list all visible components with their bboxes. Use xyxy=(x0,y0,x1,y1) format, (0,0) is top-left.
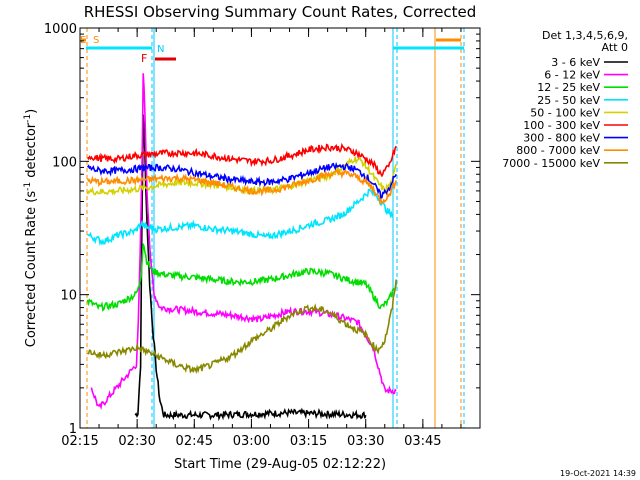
legend-label-3: 25 - 50 keV xyxy=(537,94,600,107)
y-tick-label: 10 xyxy=(60,289,77,304)
x-tick-label: 03:30 xyxy=(347,434,384,449)
legend-label-2: 12 - 25 keV xyxy=(537,81,600,94)
chart-title: RHESSI Observing Summary Count Rates, Co… xyxy=(84,3,477,21)
legend-header-2: Att 0 xyxy=(602,41,628,54)
x-tick-label: 02:15 xyxy=(61,434,98,449)
legend-label-1: 6 - 12 keV xyxy=(544,69,600,82)
x-axis: 02:15 02:30 02:45 03:00 03:15 03:30 03:45 xyxy=(61,28,481,449)
legend-label-8: 7000 - 15000 keV xyxy=(502,157,600,170)
y-label-part-1: Corrected Count Rate (s xyxy=(24,191,39,348)
y-label-sup-1: -1 xyxy=(23,182,33,191)
flag-label-f: F xyxy=(141,52,147,65)
flag-label-n: N xyxy=(157,44,164,55)
legend-label-5: 100 - 300 keV xyxy=(523,119,600,132)
y-tick-label: 100 xyxy=(52,155,77,170)
x-axis-label: Start Time (29-Aug-05 02:12:22) xyxy=(174,457,386,472)
x-tick-label: 02:45 xyxy=(176,434,213,449)
y-tick-label: 1000 xyxy=(44,22,77,37)
y-tick-label: 1 xyxy=(69,422,77,437)
x-tick-label: 03:45 xyxy=(404,434,441,449)
series-line-1 xyxy=(90,73,397,410)
flag-label-s: S xyxy=(93,35,99,46)
legend-label-7: 800 - 7000 keV xyxy=(516,144,600,157)
y-label-part-3: ) xyxy=(24,109,39,114)
y-axis: 1 10 100 1000 xyxy=(44,22,480,437)
series-line-8 xyxy=(87,279,397,375)
y-axis-label: Corrected Count Rate (s-1 detector-1) xyxy=(23,109,39,347)
series-line-3 xyxy=(87,188,394,247)
series-line-5 xyxy=(86,142,397,178)
y-label-sup-2: -1 xyxy=(23,114,33,123)
series-line-0 xyxy=(134,114,367,422)
plot-frame xyxy=(79,27,481,429)
x-tick-label: 03:00 xyxy=(233,434,270,449)
legend-label-4: 50 - 100 keV xyxy=(530,106,600,119)
plot-area: E S N F xyxy=(80,28,465,428)
legend-header-1: Det 1,3,4,5,6,9, xyxy=(542,29,628,42)
timestamp: 19-Oct-2021 14:39 xyxy=(560,469,636,478)
legend-label-6: 300 - 800 keV xyxy=(523,132,600,145)
x-tick-label: 03:15 xyxy=(290,434,327,449)
series-line-2 xyxy=(86,243,397,312)
series-line-4 xyxy=(86,156,397,196)
x-tick-label: 02:30 xyxy=(118,434,155,449)
series-group xyxy=(86,73,397,422)
series-line-6 xyxy=(86,161,397,201)
y-label-part-2: detector xyxy=(24,122,39,182)
series-line-7 xyxy=(86,168,397,206)
legend-label-0: 3 - 6 keV xyxy=(551,56,600,69)
